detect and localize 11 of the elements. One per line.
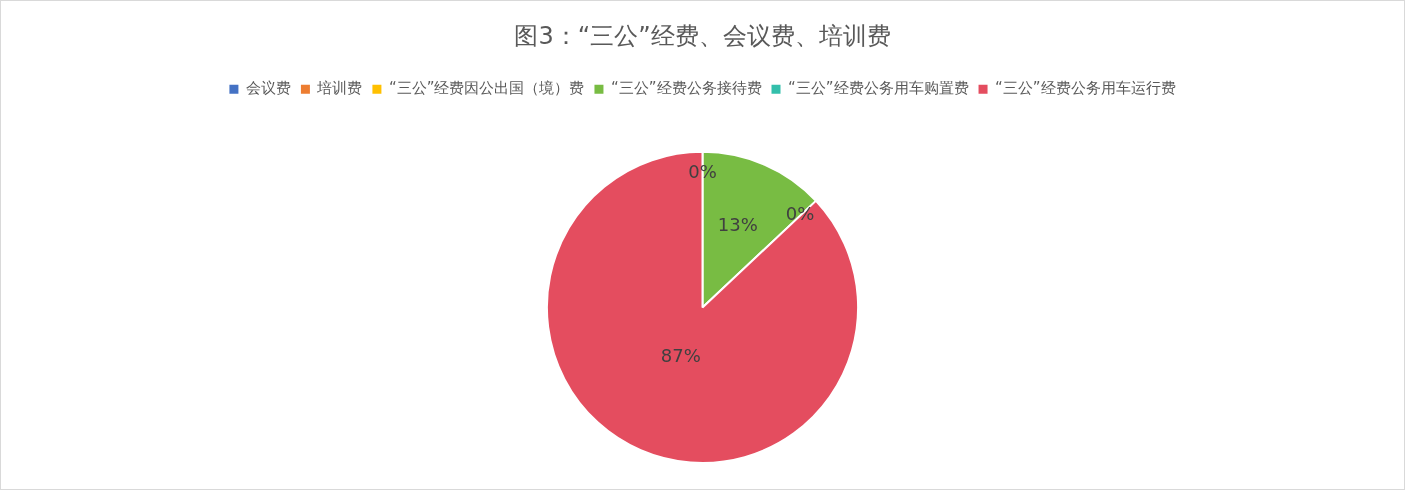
data-label: 87% <box>660 345 701 367</box>
chart-title: 图3：“三公”经费、会议费、培训费 <box>514 21 891 50</box>
data-label: 13% <box>717 213 758 235</box>
text: 0% <box>785 203 815 225</box>
legend-label: “三公”经费公务接待费 <box>610 79 762 98</box>
text: 0% <box>688 161 717 183</box>
legend-label: “三公”经费公务用车运行费 <box>995 79 1176 98</box>
legend-label: “三公”经费公务用车购置费 <box>788 79 969 98</box>
legend-label: “三公”经费因公出国（境）费 <box>388 79 585 98</box>
legend-label: 会议费 <box>245 79 291 98</box>
legend-label: 培训费 <box>316 79 363 98</box>
